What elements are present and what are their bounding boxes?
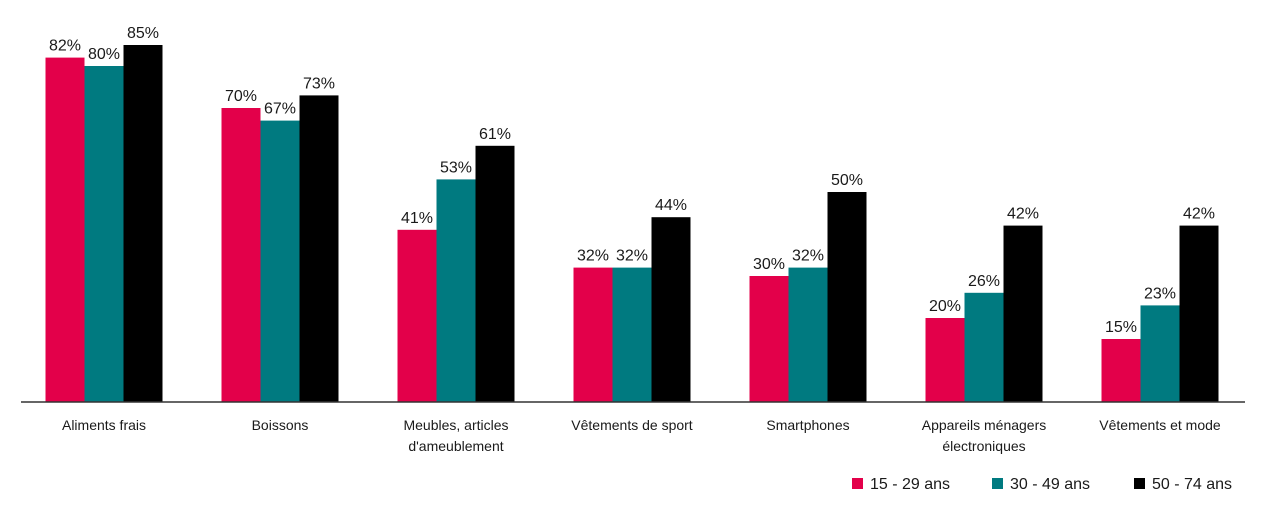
bar	[573, 267, 613, 402]
data-label: 32%	[792, 248, 824, 265]
bar	[925, 318, 965, 402]
data-label: 53%	[440, 159, 472, 176]
data-label: 20%	[929, 298, 961, 315]
data-label: 44%	[655, 197, 687, 214]
bar	[1179, 225, 1219, 402]
bar	[1003, 225, 1043, 402]
category-labels-group: Aliments frais Boissons Meubles, articles d…	[62, 417, 1221, 454]
category-label: Aliments frais	[62, 417, 146, 433]
bar	[827, 192, 867, 402]
legend-label: 15 - 29 ans	[870, 476, 950, 493]
bar	[475, 145, 515, 403]
bar	[1101, 339, 1141, 402]
category-label: Boissons	[252, 417, 309, 433]
data-label: 70%	[225, 88, 257, 105]
category-label: d'ameublement	[408, 438, 503, 454]
legend-swatch	[1134, 478, 1145, 489]
data-label: 61%	[479, 126, 511, 143]
legend-label: 30 - 49 ans	[1010, 476, 1090, 493]
data-label: 73%	[303, 75, 335, 92]
bar	[260, 120, 300, 402]
data-label: 67%	[264, 101, 296, 118]
data-label: 26%	[968, 273, 1000, 290]
bar	[964, 292, 1004, 402]
data-label: 30%	[753, 256, 785, 273]
bar	[123, 45, 163, 402]
data-label: 15%	[1105, 319, 1137, 336]
data-label: 80%	[88, 46, 120, 63]
data-label: 41%	[401, 210, 433, 227]
bar	[84, 66, 124, 402]
category-label: Vêtements de sport	[571, 417, 693, 433]
legend-swatch	[992, 478, 1003, 489]
bar	[1140, 305, 1180, 402]
value-labels-group: 82% 80% 85% 70% 67% 73% 41% 53% 61% 32% 32% 44% 30% 3…	[49, 25, 1215, 336]
legend-swatch	[852, 478, 863, 489]
category-label: Meubles, articles	[403, 417, 508, 433]
data-label: 50%	[831, 172, 863, 189]
bar	[612, 267, 652, 402]
legend: 15 - 29 ans 30 - 49 ans 50 - 74 ans	[852, 476, 1232, 493]
bar	[749, 276, 789, 402]
category-label: Vêtements et mode	[1099, 417, 1221, 433]
legend-label: 50 - 74 ans	[1152, 476, 1232, 493]
bars-group	[45, 45, 1219, 403]
bar	[651, 217, 691, 402]
category-label: Appareils ménagers	[922, 417, 1047, 433]
data-label: 32%	[577, 248, 609, 265]
data-label: 85%	[127, 25, 159, 42]
data-label: 82%	[49, 38, 81, 55]
data-label: 42%	[1183, 206, 1215, 223]
bar	[45, 57, 85, 402]
data-label: 42%	[1007, 206, 1039, 223]
bar	[436, 179, 476, 402]
bar	[299, 95, 339, 403]
category-label: électroniques	[942, 438, 1025, 454]
category-label: Smartphones	[766, 417, 849, 433]
bar	[397, 229, 437, 402]
bar	[221, 108, 261, 402]
data-label: 32%	[616, 248, 648, 265]
bar	[788, 267, 828, 402]
data-label: 23%	[1144, 285, 1176, 302]
